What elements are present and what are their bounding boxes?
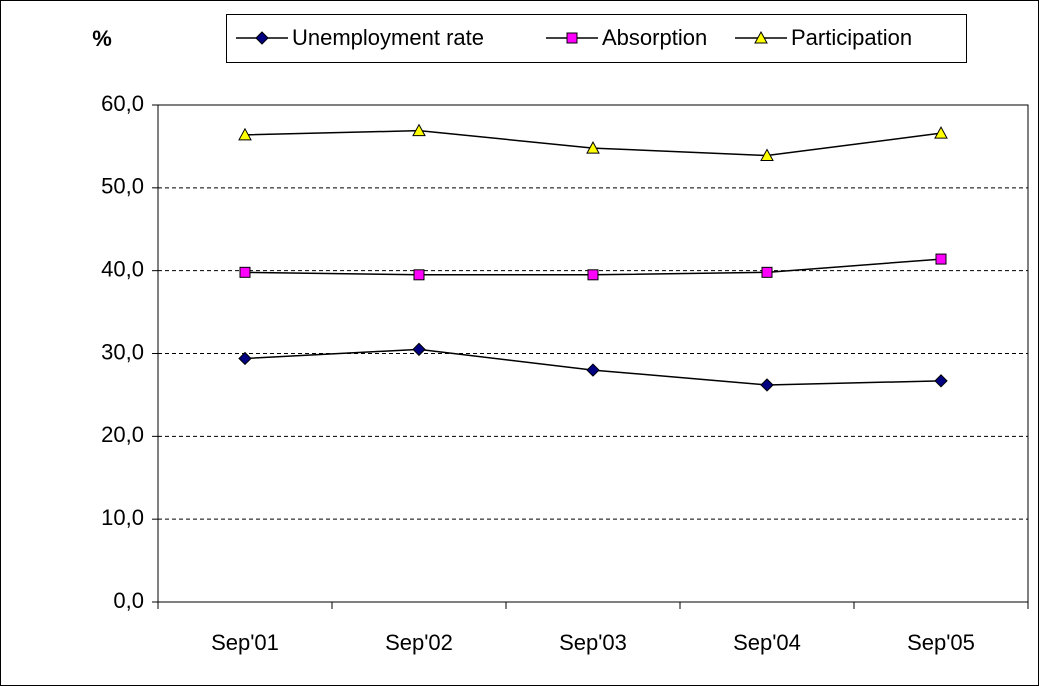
marker bbox=[412, 342, 426, 357]
plot-border bbox=[158, 104, 1029, 602]
legend-label: Absorption bbox=[602, 25, 707, 50]
y-tick-label: 50,0 bbox=[101, 174, 144, 199]
y-tick-label: 20,0 bbox=[101, 422, 144, 447]
marker bbox=[760, 378, 774, 392]
marker bbox=[239, 266, 251, 278]
marker bbox=[255, 31, 269, 45]
legend-label: Unemployment rate bbox=[292, 25, 484, 50]
y-tick-label: 40,0 bbox=[101, 256, 144, 281]
marker bbox=[754, 30, 768, 44]
y-axis-label: % bbox=[92, 26, 112, 51]
legend-label: Participation bbox=[791, 25, 912, 50]
marker bbox=[238, 351, 252, 366]
marker bbox=[760, 148, 774, 162]
marker bbox=[238, 127, 252, 141]
x-tick-label: Sep'02 bbox=[385, 630, 453, 655]
x-tick-label: Sep'01 bbox=[211, 630, 279, 655]
y-tick-label: 10,0 bbox=[101, 505, 144, 530]
x-tick-label: Sep'05 bbox=[907, 630, 975, 655]
y-tick-label: 30,0 bbox=[101, 339, 144, 364]
y-tick-label: 0,0 bbox=[113, 588, 144, 613]
marker bbox=[413, 269, 425, 281]
marker bbox=[566, 32, 578, 44]
marker bbox=[412, 123, 426, 137]
marker bbox=[934, 126, 948, 139]
marker bbox=[586, 363, 600, 377]
marker bbox=[935, 253, 947, 265]
marker bbox=[587, 269, 599, 281]
x-tick-label: Sep'04 bbox=[733, 630, 801, 655]
marker bbox=[934, 374, 948, 388]
y-tick-label: 60,0 bbox=[101, 91, 144, 116]
x-tick-label: Sep'03 bbox=[559, 630, 627, 655]
marker bbox=[586, 141, 600, 154]
marker bbox=[761, 266, 773, 278]
